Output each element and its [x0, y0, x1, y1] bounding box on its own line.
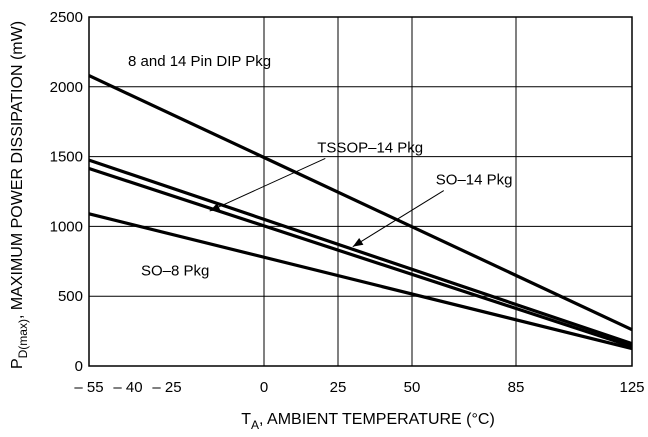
x-tick-label: – 25	[152, 379, 181, 396]
x-tick-label: – 55	[74, 379, 103, 396]
y-tick-label: 1000	[50, 218, 83, 235]
x-axis-label-sub: A	[251, 418, 259, 432]
x-tick-label: – 40	[113, 379, 142, 396]
series-annotation: SO–14 Pkg	[436, 172, 513, 189]
series-line	[88, 74, 633, 332]
y-tick-label: 500	[58, 288, 83, 305]
y-axis-label-sub: D(max)	[16, 319, 30, 358]
series-line	[88, 158, 633, 346]
x-tick-label: 0	[260, 379, 268, 396]
x-axis-label: TA, AMBIENT TEMPERATURE (°C)	[241, 411, 495, 432]
plot-frame	[88, 16, 633, 367]
series-annotation: TSSOP–14 Pkg	[317, 139, 423, 156]
y-tick-label: 1500	[50, 149, 83, 166]
x-tick-label: 85	[508, 379, 525, 396]
y-tick-label: 2500	[50, 9, 83, 26]
series-annotation: SO–8 Pkg	[141, 262, 209, 279]
series-lines	[88, 74, 633, 351]
annotation-leader	[352, 190, 445, 248]
x-axis-label-main: T	[241, 411, 251, 428]
y-axis-label: PD(max), MAXIMUM POWER DISSIPATION (mW)	[9, 21, 30, 369]
y-axis-label-main: P	[9, 358, 26, 369]
annotation-arrowhead	[352, 238, 364, 247]
series-line	[88, 166, 633, 349]
x-axis-label-rest: , AMBIENT TEMPERATURE (°C)	[259, 411, 495, 428]
y-tick-labels: 0 500 1000 1500 2000 2500	[50, 9, 83, 375]
annotation-leader	[209, 157, 326, 212]
y-tick-label: 2000	[50, 79, 83, 96]
annotation-arrowhead	[209, 203, 221, 211]
x-tick-label: 50	[404, 379, 421, 396]
series-line	[88, 212, 633, 351]
grid	[89, 17, 632, 366]
x-tick-labels: – 55 – 40 – 25 0 25 50 85 125	[74, 379, 644, 396]
series-annotation: 8 and 14 Pin DIP Pkg	[128, 53, 271, 70]
y-axis-label-rest: , MAXIMUM POWER DISSIPATION (mW)	[9, 21, 26, 319]
x-tick-label: 125	[619, 379, 644, 396]
annotations: 8 and 14 Pin DIP Pkg TSSOP–14 Pkg SO–14 Pk…	[128, 53, 512, 279]
x-tick-label: 25	[330, 379, 347, 396]
y-tick-label: 0	[75, 358, 83, 375]
